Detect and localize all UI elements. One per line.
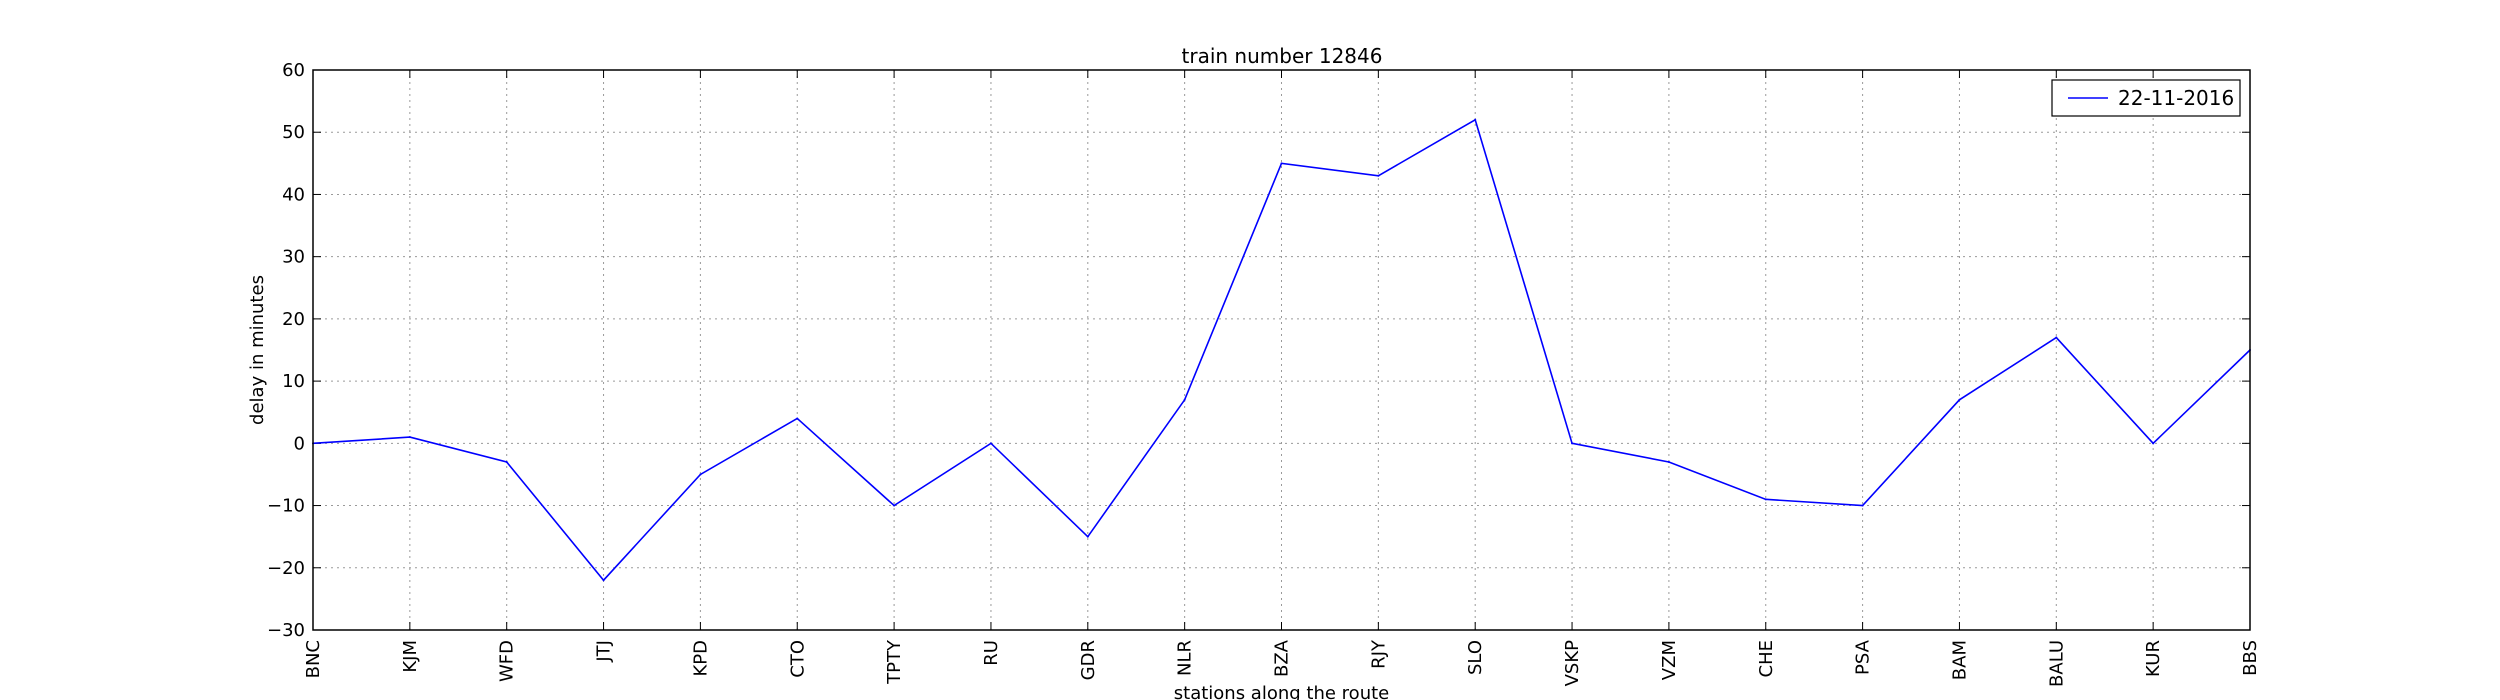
data-point-wfd [505, 461, 508, 463]
x-tick-label-kur: KUR [2143, 640, 2164, 677]
x-tick-label-vskp: VSKP [1562, 640, 1583, 687]
data-point-cto [796, 417, 799, 420]
data-point-gdr [1086, 535, 1089, 538]
series-layer [312, 118, 2251, 582]
y-axis-ticks: −30 −20 −10 0 10 20 30 40 50 60 [267, 60, 2250, 641]
y-tick-label-20: −20 [267, 558, 305, 579]
x-tick-label-bbs: BBS [2240, 640, 2261, 676]
data-point-che [1764, 498, 1767, 501]
x-tick-label-bza: BZA [1272, 639, 1293, 677]
data-point-psa [1861, 504, 1864, 507]
x-tick-label-tpty: TPTY [884, 639, 905, 685]
x-tick-label-rjy: RJY [1368, 639, 1389, 669]
x-tick-label-che: CHE [1756, 640, 1777, 677]
x-tick-label-gdr: GDR [1078, 640, 1099, 680]
data-point-balu [2055, 336, 2058, 339]
y-axis-label: delay in minutes [247, 275, 268, 425]
data-point-slo [1474, 118, 1477, 121]
y-tick-label-40: 40 [282, 184, 305, 205]
legend-entry-22-11-2016: 22-11-2016 [2118, 86, 2234, 110]
x-tick-label-wfd: WFD [497, 640, 518, 682]
data-point-rjy [1377, 174, 1380, 177]
data-point-vzm [1667, 461, 1670, 463]
x-tick-label-slo: SLO [1465, 640, 1486, 675]
data-point-kjm [408, 436, 411, 439]
x-tick-label-psa: PSA [1853, 639, 1874, 675]
x-tick-label-vzm: VZM [1659, 640, 1680, 680]
data-point-nlr [1183, 398, 1186, 401]
x-tick-label-bnc: BNC [303, 640, 324, 678]
x-tick-label-jtj: JTJ [594, 640, 615, 663]
data-point-kpd [699, 473, 702, 476]
x-axis-label: stations along the route [1174, 683, 1389, 700]
y-tick-label-10: 10 [282, 371, 305, 392]
data-point-bam [1958, 398, 1961, 401]
data-point-kur [2152, 442, 2155, 445]
y-tick-label-30: −30 [267, 620, 305, 641]
plot-area-frame [312, 69, 2251, 631]
x-tick-label-bam: BAM [1949, 640, 1970, 680]
grid-lines [313, 70, 2250, 630]
data-point-tpty [893, 504, 896, 507]
data-point-bza [1280, 162, 1283, 165]
legend: 22-11-2016 [2051, 79, 2241, 117]
data-point-ru [989, 442, 992, 445]
x-tick-label-kpd: KPD [690, 640, 711, 677]
data-point-vskp [1571, 442, 1574, 445]
data-point-jtj [602, 579, 605, 582]
x-tick-label-kjm: KJM [400, 640, 421, 673]
x-tick-label-ru: RU [981, 640, 1002, 666]
series-line-22-11-2016 [312, 118, 2251, 582]
y-tick-label-60: 60 [282, 60, 305, 81]
x-tick-label-cto: CTO [787, 640, 808, 678]
x-tick-label-nlr: NLR [1175, 640, 1196, 676]
x-axis-ticks: BNC KJM WFD JTJ KPD CTO TPTY RU GDR NLR BZA RJY SLO V… [303, 70, 2261, 687]
y-tick-label-30: 30 [282, 247, 305, 268]
x-tick-label-balu: BALU [2046, 640, 2067, 687]
y-tick-label-0: 0 [294, 433, 305, 454]
y-tick-label-10: −10 [267, 496, 305, 517]
y-tick-label-50: 50 [282, 122, 305, 143]
y-tick-label-20: 20 [282, 309, 305, 330]
chart-title: train number 12846 [1182, 44, 1383, 68]
